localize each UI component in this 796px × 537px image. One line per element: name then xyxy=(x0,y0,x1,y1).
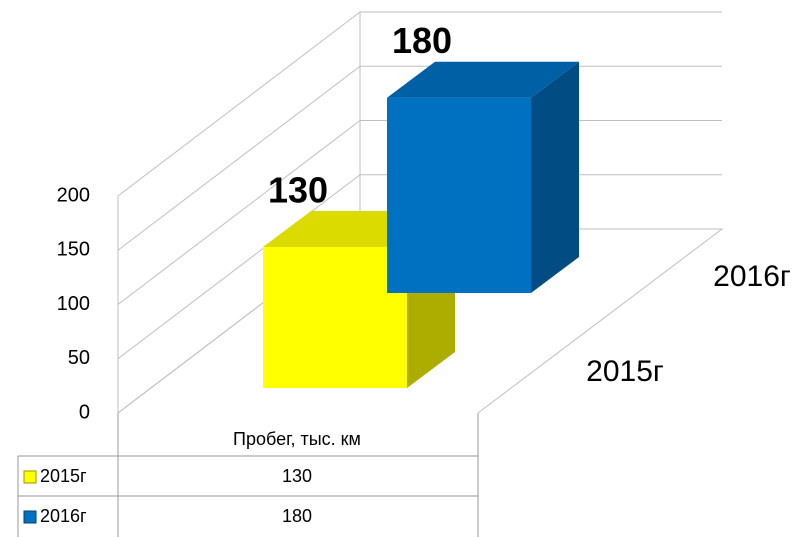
grid-line xyxy=(117,65,361,251)
value-label: 130 xyxy=(268,169,328,210)
y-tick-label: 100 xyxy=(57,293,90,315)
bar xyxy=(263,246,407,388)
table-value: 130 xyxy=(282,466,312,486)
y-tick-label: 200 xyxy=(57,184,90,206)
y-tick-label: 50 xyxy=(68,347,90,369)
value-label: 180 xyxy=(392,20,452,61)
legend-swatch xyxy=(23,470,37,484)
depth-axis-label: 2016г xyxy=(713,260,791,293)
bar-top xyxy=(387,61,579,98)
table-header: Пробег, тыс. км xyxy=(233,429,361,449)
grid-line xyxy=(117,120,361,305)
y-tick-label: 150 xyxy=(57,239,90,261)
y-tick-label: 0 xyxy=(79,401,90,423)
bar-side xyxy=(531,61,579,294)
data-table xyxy=(17,413,479,537)
bar xyxy=(387,97,531,293)
grid-line xyxy=(117,11,361,197)
legend-label: 2016г xyxy=(40,506,87,526)
depth-axis-label: 2015г xyxy=(586,355,664,388)
grid-line xyxy=(117,174,361,360)
table-value: 180 xyxy=(282,506,312,526)
legend-label: 2015г xyxy=(40,466,87,486)
legend-swatch xyxy=(23,510,37,524)
